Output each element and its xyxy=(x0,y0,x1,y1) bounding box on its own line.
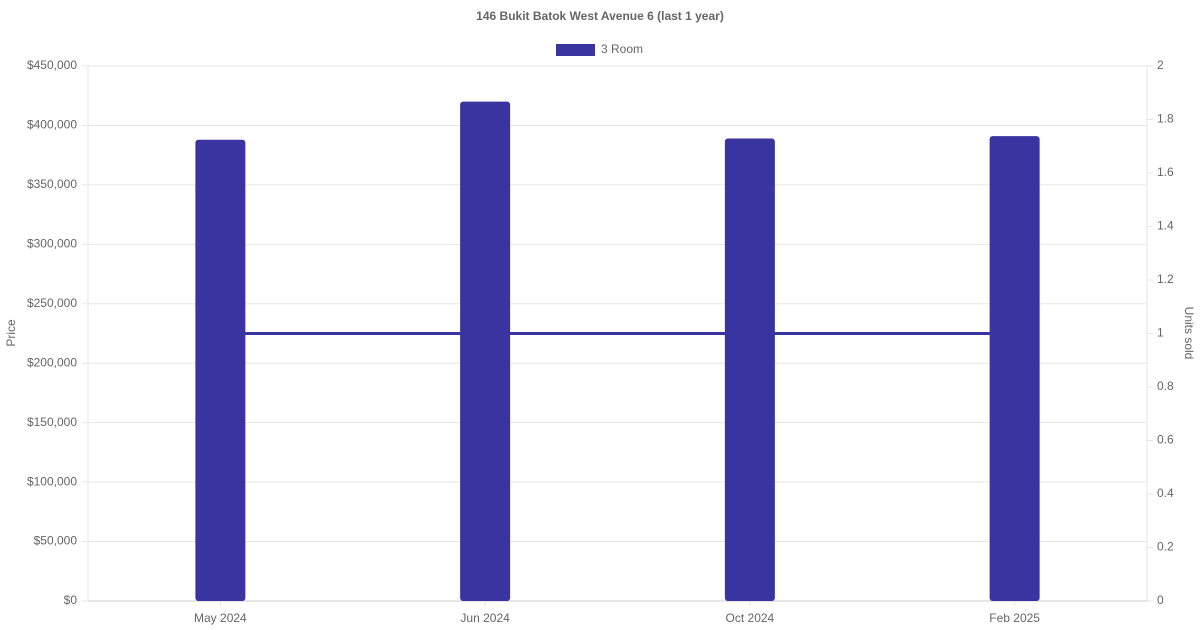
y2-tick-label: 0.6 xyxy=(1157,433,1174,447)
y2-tick-label: 1.2 xyxy=(1157,272,1174,286)
y2-tick-label: 0.8 xyxy=(1157,379,1174,393)
y2-axis-label: Units sold xyxy=(1182,307,1196,360)
x-tick-label: May 2024 xyxy=(194,611,247,625)
bar xyxy=(724,138,775,601)
y-tick-label: $350,000 xyxy=(27,177,77,191)
y2-tick-label: 1.6 xyxy=(1157,165,1174,179)
bar xyxy=(195,139,246,601)
y-tick-label: $300,000 xyxy=(27,237,77,251)
y2-tick-label: 0.2 xyxy=(1157,540,1174,554)
y-tick-label: $0 xyxy=(64,593,78,607)
bar xyxy=(460,101,511,602)
y2-tick-label: 2 xyxy=(1157,58,1164,72)
y2-tick-label: 1 xyxy=(1157,326,1164,340)
y-tick-label: $50,000 xyxy=(34,534,78,548)
x-tick-label: Oct 2024 xyxy=(726,611,775,625)
y-tick-label: $200,000 xyxy=(27,355,77,369)
bar xyxy=(989,136,1040,601)
x-tick-label: Jun 2024 xyxy=(460,611,510,625)
legend-swatch xyxy=(556,44,595,56)
y-tick-label: $150,000 xyxy=(27,415,77,429)
y2-tick-label: 0 xyxy=(1157,593,1164,607)
y-tick-label: $400,000 xyxy=(27,118,77,132)
legend-label: 3 Room xyxy=(601,42,643,56)
y2-tick-label: 1.4 xyxy=(1157,219,1174,233)
y-tick-label: $100,000 xyxy=(27,474,77,488)
y2-tick-label: 0.4 xyxy=(1157,486,1174,500)
x-tick-label: Feb 2025 xyxy=(989,611,1040,625)
y-tick-label: $250,000 xyxy=(27,296,77,310)
y-tick-label: $450,000 xyxy=(27,58,77,72)
y-axis-label: Price xyxy=(4,319,18,347)
y2-tick-label: 1.8 xyxy=(1157,112,1174,126)
chart-title: 146 Bukit Batok West Avenue 6 (last 1 ye… xyxy=(476,9,724,23)
